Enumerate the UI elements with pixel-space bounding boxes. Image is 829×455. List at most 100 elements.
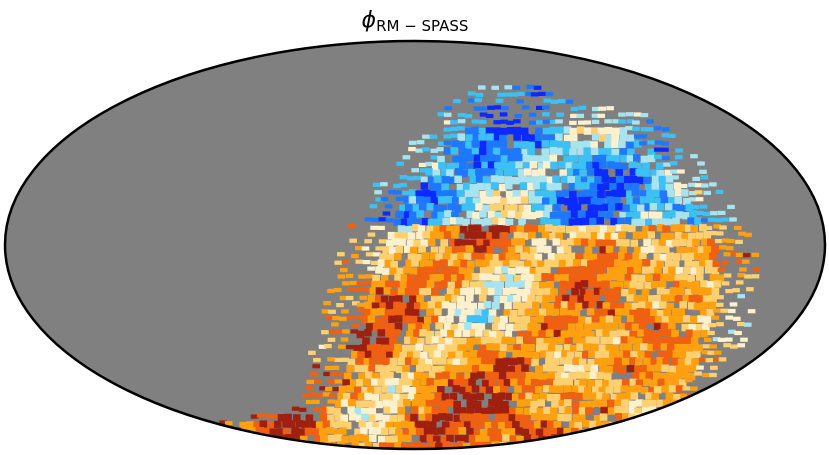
sky-pixel — [493, 140, 502, 148]
sky-pixel — [649, 315, 657, 324]
sky-pixel — [504, 182, 513, 190]
sky-pixel — [444, 106, 452, 111]
sky-pixel — [602, 350, 610, 358]
sky-pixel — [633, 315, 642, 323]
sky-pixel — [578, 414, 586, 422]
sky-pixel — [573, 259, 581, 267]
sky-pixel — [542, 112, 550, 117]
sky-pixel — [399, 281, 408, 289]
sky-pixel — [458, 196, 467, 205]
sky-pixel — [351, 441, 360, 449]
sky-pixel — [703, 231, 712, 239]
sky-pixel — [448, 203, 456, 211]
sky-pixel — [612, 337, 621, 345]
sky-pixel — [571, 162, 580, 171]
sky-pixel — [458, 427, 466, 435]
sky-pixel — [509, 315, 517, 323]
sky-pixel — [495, 358, 503, 366]
sky-pixel — [550, 161, 558, 170]
sky-pixel — [689, 191, 697, 196]
sky-pixel — [589, 182, 598, 191]
sky-pixel — [586, 434, 595, 442]
sky-pixel — [741, 259, 750, 264]
sky-pixel — [621, 260, 629, 268]
sky-pixel — [555, 344, 563, 353]
sky-pixel — [640, 211, 649, 219]
sky-pixel — [482, 204, 491, 213]
sky-pixel — [506, 344, 515, 353]
sky-pixel — [602, 379, 610, 388]
sky-pixel — [593, 259, 601, 267]
sky-pixel — [654, 427, 663, 432]
sky-pixel — [473, 154, 482, 162]
sky-pixel — [553, 421, 562, 429]
sky-pixel — [398, 378, 407, 386]
sky-pixel — [482, 176, 491, 184]
sky-pixel — [466, 315, 475, 323]
sky-pixel — [369, 434, 377, 443]
sky-pixel — [456, 183, 465, 192]
sky-pixel — [511, 238, 519, 246]
sky-pixel — [483, 350, 492, 358]
sky-pixel — [625, 190, 634, 198]
sky-pixel — [467, 162, 475, 171]
sky-pixel — [633, 344, 641, 352]
sky-pixel — [453, 260, 461, 268]
sky-pixel — [709, 344, 717, 349]
sky-pixel — [670, 224, 679, 232]
sky-pixel — [563, 155, 572, 163]
sky-pixel — [555, 385, 564, 393]
sky-pixel — [619, 127, 628, 135]
sky-pixel — [713, 280, 722, 288]
sky-pixel — [538, 91, 546, 96]
sky-pixel — [313, 358, 321, 363]
sky-pixel — [384, 435, 393, 444]
sky-pixel — [630, 351, 638, 359]
sky-pixel — [443, 231, 452, 239]
sky-pixel — [420, 239, 429, 247]
sky-pixel — [355, 400, 364, 408]
sky-pixel — [637, 351, 646, 359]
sky-pixel — [543, 161, 551, 169]
sky-pixel — [513, 147, 521, 156]
sky-pixel — [725, 289, 733, 294]
sky-pixel — [451, 197, 460, 205]
sky-pixel — [642, 169, 650, 177]
sky-pixel — [447, 330, 455, 338]
sky-pixel — [169, 442, 178, 447]
sky-pixel — [415, 322, 424, 330]
sky-pixel — [397, 308, 406, 316]
sky-pixel — [236, 449, 244, 455]
sky-pixel — [693, 253, 702, 261]
sky-pixel — [633, 266, 642, 274]
sky-pixel — [364, 392, 372, 401]
sky-pixel — [645, 392, 653, 400]
sky-pixel — [611, 133, 619, 142]
sky-pixel — [540, 441, 548, 449]
sky-pixel — [458, 365, 466, 373]
sky-pixel — [438, 338, 447, 346]
sky-pixel — [479, 267, 488, 275]
sky-pixel — [523, 204, 532, 213]
sky-pixel — [591, 127, 599, 135]
sky-pixel — [521, 364, 529, 372]
sky-pixel — [699, 357, 707, 362]
sky-pixel — [578, 266, 586, 274]
sky-pixel — [555, 218, 563, 227]
sky-pixel — [550, 294, 558, 303]
sky-pixel — [395, 210, 403, 219]
sky-pixel — [529, 246, 538, 254]
sky-pixel — [543, 266, 551, 274]
sky-pixel — [709, 274, 718, 282]
sky-pixel — [487, 211, 496, 219]
sky-pixel — [663, 413, 671, 421]
sky-pixel — [565, 225, 574, 234]
sky-pixel — [673, 372, 682, 380]
sky-pixel — [496, 239, 505, 247]
sky-pixel — [524, 357, 532, 366]
sky-pixel — [341, 357, 349, 362]
sky-pixel — [377, 350, 386, 359]
sky-pixel — [248, 449, 256, 455]
sky-pixel — [441, 350, 450, 358]
sky-pixel — [277, 450, 285, 455]
